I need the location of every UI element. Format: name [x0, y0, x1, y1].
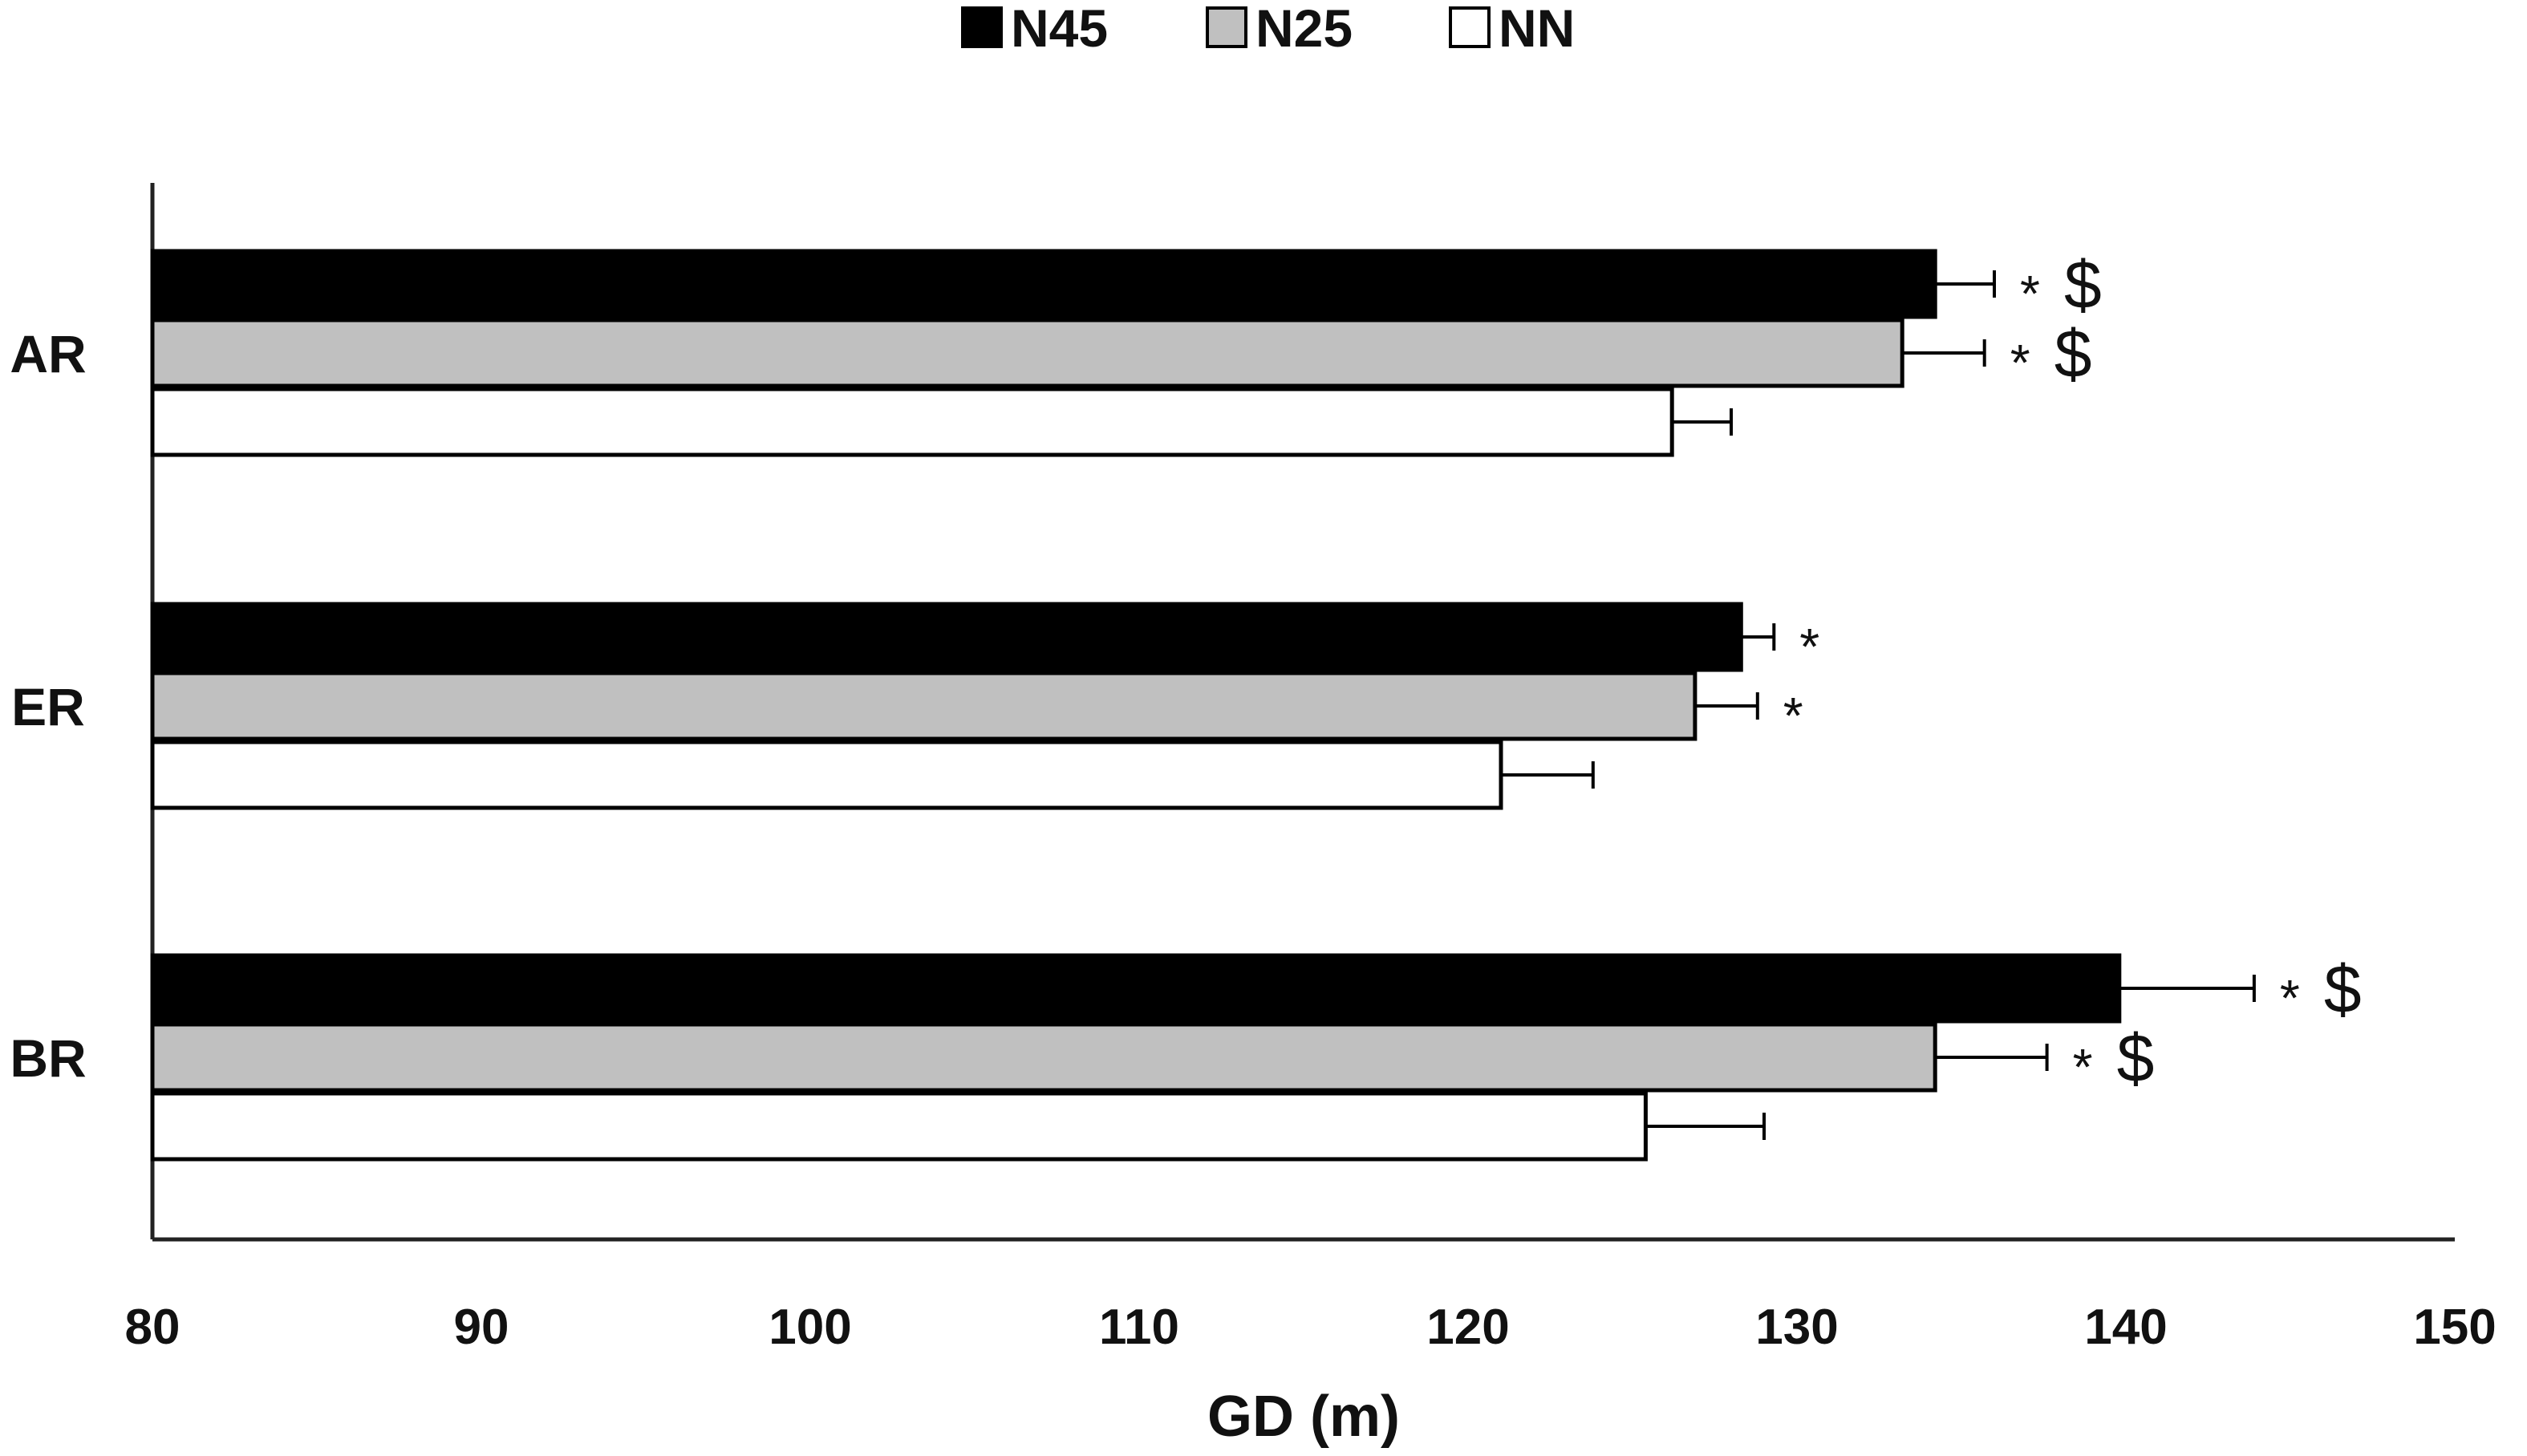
category-label: AR — [10, 324, 86, 383]
bar — [150, 387, 1674, 457]
bar — [150, 1022, 1937, 1093]
legend-swatch — [1206, 6, 1247, 48]
bar — [150, 1091, 1648, 1162]
error-bars — [1501, 270, 2256, 1140]
legend-swatch — [961, 6, 1003, 48]
significance-annotations: * $* $*** $* $ — [1783, 247, 2362, 1096]
legend-label: N45 — [1011, 0, 1108, 58]
legend: N45 N25 NN — [961, 0, 1575, 58]
x-tick-label: 130 — [1755, 1300, 1838, 1355]
x-axis-title: GD (m) — [1207, 1385, 1400, 1449]
x-tick-label: 110 — [1099, 1300, 1179, 1355]
x-tick-label: 140 — [2084, 1300, 2167, 1355]
x-tick-label: 90 — [454, 1300, 509, 1355]
bar — [150, 318, 1904, 388]
bar — [150, 249, 1937, 319]
x-ticks: 80 90 100 110 120 130 140 150 — [125, 1300, 2497, 1355]
legend-label: NN — [1499, 0, 1575, 58]
dollar-annotation: $ — [2064, 247, 2102, 322]
dollar-annotation: $ — [2117, 1020, 2155, 1096]
x-tick-label: 100 — [769, 1300, 851, 1355]
asterisk-annotation: * — [1799, 618, 1819, 675]
asterisk-annotation: * — [1783, 687, 1803, 744]
asterisk-annotation: * — [2280, 969, 2300, 1027]
x-tick-label: 120 — [1426, 1300, 1509, 1355]
asterisk-annotation: * — [2010, 334, 2030, 391]
bars — [150, 249, 2122, 1162]
bar — [150, 953, 2122, 1024]
category-labels: AR ER BR — [10, 324, 86, 1088]
bar — [150, 671, 1698, 741]
bar — [150, 740, 1503, 810]
x-tick-label: 150 — [2413, 1300, 2496, 1355]
x-tick-label: 80 — [125, 1300, 180, 1355]
dollar-annotation: $ — [2324, 951, 2362, 1027]
bar — [150, 602, 1743, 672]
asterisk-annotation: * — [2020, 265, 2040, 322]
dollar-annotation: $ — [2054, 316, 2092, 391]
asterisk-annotation: * — [2073, 1038, 2093, 1096]
category-label: ER — [11, 677, 85, 736]
category-label: BR — [10, 1028, 86, 1088]
legend-swatch — [1449, 6, 1491, 48]
legend-label: N25 — [1255, 0, 1353, 58]
